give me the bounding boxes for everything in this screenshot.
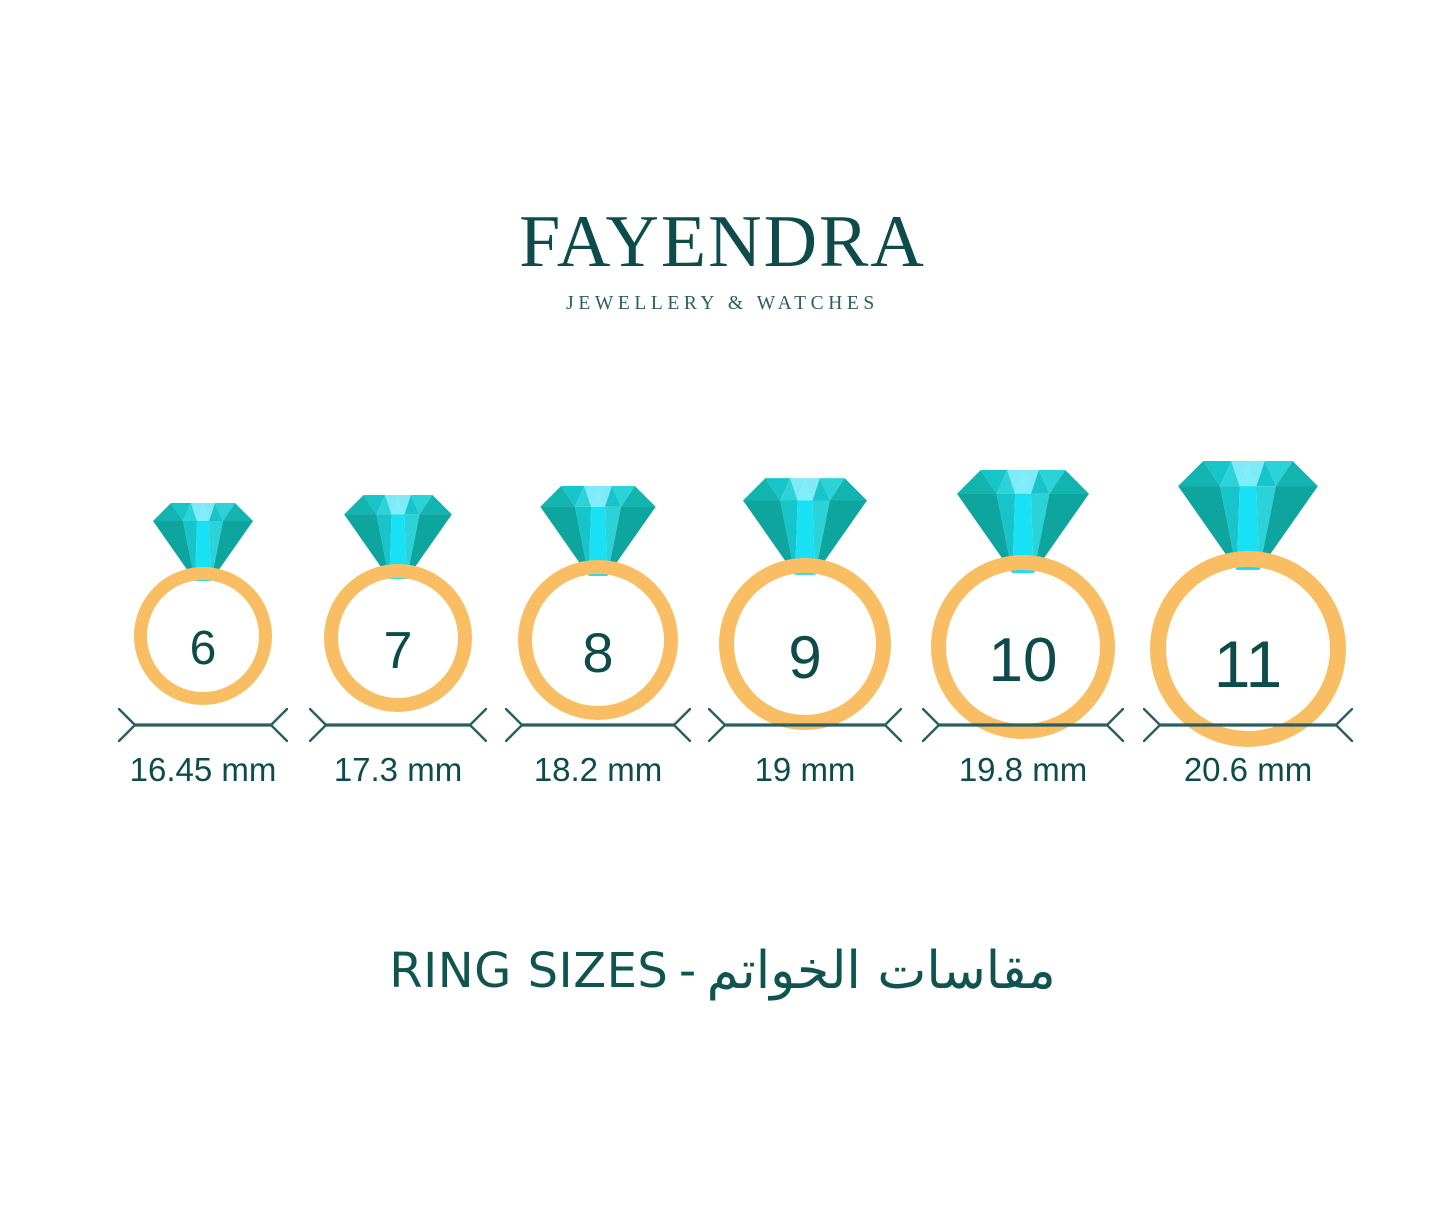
diamond-gem-shape: [743, 478, 867, 575]
ring-size-number: 10: [988, 626, 1058, 696]
diameter-label: 20.6 mm: [1183, 751, 1313, 788]
ring-size-number: 7: [383, 621, 413, 680]
brand-subtitle: JEWELLERY & WATCHES: [566, 292, 879, 314]
ring-size-item[interactable]: 9 19 mm: [655, 447, 955, 817]
dimension-line: [1143, 708, 1353, 742]
diameter-label: 18.2 mm: [533, 751, 663, 788]
page-title-english: RING SIZES: [389, 943, 669, 999]
diamond-icon: [957, 470, 1089, 578]
brand-wordmark: FAYENDRA: [519, 201, 926, 283]
page-title: RING SIZES - مقاسات الخواتم: [0, 941, 1445, 1001]
diamond-icon: [153, 503, 253, 586]
dimension-arrow-line: [505, 708, 691, 742]
diameter-label: 19.8 mm: [958, 751, 1088, 788]
diamond-icon: [344, 495, 452, 584]
diamond-icon: [540, 486, 656, 581]
ring-size-row: 6 16.45 mm 7: [0, 447, 1445, 817]
diameter-label: 19 mm: [754, 751, 856, 788]
dimension-line: [708, 708, 902, 742]
dimension-arrow-line: [1143, 708, 1353, 742]
ring-size-number: 8: [582, 621, 614, 685]
ring-size-number: 6: [189, 621, 217, 675]
diamond-gem-shape: [1178, 461, 1318, 570]
dimension-line: [505, 708, 691, 742]
dimension-line: [309, 708, 487, 742]
brand-logo: FAYENDRA JEWELLERY & WATCHES: [0, 201, 1445, 315]
dimension-arrow-line: [708, 708, 902, 742]
page-title-separator: -: [678, 943, 697, 999]
dimension-arrow-line: [309, 708, 487, 742]
ring-size-number: 11: [1213, 626, 1283, 701]
diamond-icon: [743, 478, 867, 580]
diameter-label: 16.45 mm: [129, 751, 277, 788]
ring-size-item[interactable]: 6 16.45 mm: [53, 447, 353, 817]
diameter-label: 17.3 mm: [333, 751, 463, 788]
dimension-line: [118, 708, 288, 742]
diamond-gem-shape: [344, 495, 452, 579]
diamond-gem-shape: [153, 503, 253, 581]
dimension-arrow-line: [922, 708, 1124, 742]
diamond-gem-shape: [957, 470, 1089, 573]
ring-size-item[interactable]: 7 17.3 mm: [248, 447, 548, 817]
diamond-icon: [1178, 461, 1318, 575]
ring-size-item[interactable]: 11 20.6 mm: [1098, 447, 1398, 817]
ring-size-item[interactable]: 8 18.2 mm: [448, 447, 748, 817]
diamond-gem-shape: [540, 486, 656, 576]
page-title-arabic: مقاسات الخواتم: [706, 941, 1056, 1001]
dimension-arrow-line: [118, 708, 288, 742]
ring-size-item[interactable]: 10 19.8 mm: [873, 447, 1173, 817]
dimension-line: [922, 708, 1124, 742]
ring-size-number: 9: [788, 623, 822, 691]
